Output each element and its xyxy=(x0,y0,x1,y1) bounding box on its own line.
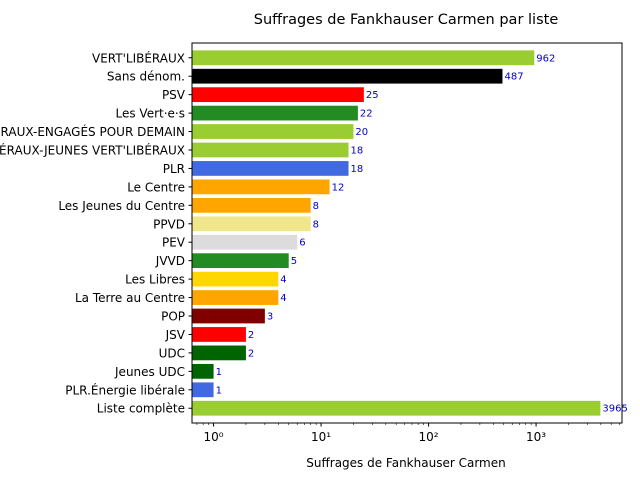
y-tick-label: JSV xyxy=(165,328,186,342)
bar xyxy=(192,400,601,416)
y-tick-label: VERT'LIBÉRAUX-JEUNES VERT'LIBÉRAUX xyxy=(0,142,185,157)
plot-area-frame xyxy=(191,42,623,424)
x-tick-label: 10² xyxy=(419,430,439,444)
data-label: 18 xyxy=(351,145,364,156)
bar xyxy=(192,253,289,269)
y-tick-label: VERT'LIBÉRAUX xyxy=(92,50,185,65)
y-tick-label: Les Vert·e·s xyxy=(116,107,186,121)
data-label: 4 xyxy=(280,275,286,286)
y-tick-label: Le Centre xyxy=(127,180,185,194)
bar xyxy=(192,290,279,305)
x-tick-label: 10³ xyxy=(526,430,546,444)
data-label: 4 xyxy=(280,293,286,304)
y-tick-label: UDC xyxy=(159,346,185,360)
data-label: 3 xyxy=(267,312,273,323)
data-label: 22 xyxy=(360,109,373,120)
data-label: 2 xyxy=(248,330,254,341)
bar xyxy=(192,124,354,139)
bar xyxy=(192,179,330,195)
data-label: 18 xyxy=(351,164,364,175)
y-tick-label: Les Jeunes du Centre xyxy=(58,199,185,213)
y-tick-label: PLR.Énergie libérale xyxy=(65,382,185,397)
y-tick-label: PPVD xyxy=(153,217,185,231)
y-tick-label: PSV xyxy=(162,88,186,102)
bar xyxy=(192,382,214,398)
data-label: 6 xyxy=(299,238,305,249)
y-tick-label: Les Libres xyxy=(125,273,185,287)
bar xyxy=(192,234,298,250)
bar xyxy=(192,363,214,379)
data-label: 487 xyxy=(504,72,523,83)
data-label: 8 xyxy=(313,201,319,212)
x-axis: 10⁰ 10¹ 10² 10³ xyxy=(196,423,621,444)
bar xyxy=(192,68,503,84)
bar xyxy=(192,197,311,213)
data-label: 8 xyxy=(313,219,319,230)
data-label: 5 xyxy=(291,256,297,267)
y-tick-label: VERT'LIBÉRAUX-ENGAGÉS POUR DEMAIN xyxy=(0,124,185,139)
y-tick-label: PEV xyxy=(162,236,186,250)
data-label: 1 xyxy=(216,367,222,378)
y-tick-label: POP xyxy=(161,310,185,324)
bar xyxy=(192,271,279,287)
y-tick-label: Liste complète xyxy=(97,402,185,416)
bar xyxy=(192,308,265,324)
x-axis-title: Suffrages de Fankhauser Carmen xyxy=(306,456,505,470)
bar xyxy=(192,50,535,66)
data-label: 25 xyxy=(366,90,379,101)
bar xyxy=(192,216,311,232)
data-label: 3965 xyxy=(602,404,627,415)
data-label: 1 xyxy=(216,385,222,396)
y-tick-label: Jeunes UDC xyxy=(114,365,185,379)
data-label: 962 xyxy=(536,53,555,64)
data-label: 2 xyxy=(248,348,254,359)
bar xyxy=(192,105,358,121)
x-tick-label: 10¹ xyxy=(311,430,331,444)
data-label: 20 xyxy=(355,127,368,138)
chart-title: Suffrages de Fankhauser Carmen par liste xyxy=(254,12,559,28)
y-axis: VERT'LIBÉRAUX Sans dénom. PSV Les Vert·e·s V… xyxy=(0,50,192,416)
bar xyxy=(192,142,349,158)
y-tick-label: La Terre au Centre xyxy=(75,291,185,305)
data-label: 12 xyxy=(332,182,345,193)
bar xyxy=(192,161,349,176)
y-tick-label: Sans dénom. xyxy=(107,70,185,84)
bar xyxy=(192,327,246,342)
x-tick-label: 10⁰ xyxy=(204,430,224,444)
y-tick-label: PLR xyxy=(163,162,185,176)
y-tick-label: JVVD xyxy=(155,254,185,268)
bar xyxy=(192,87,364,103)
bar xyxy=(192,345,246,361)
